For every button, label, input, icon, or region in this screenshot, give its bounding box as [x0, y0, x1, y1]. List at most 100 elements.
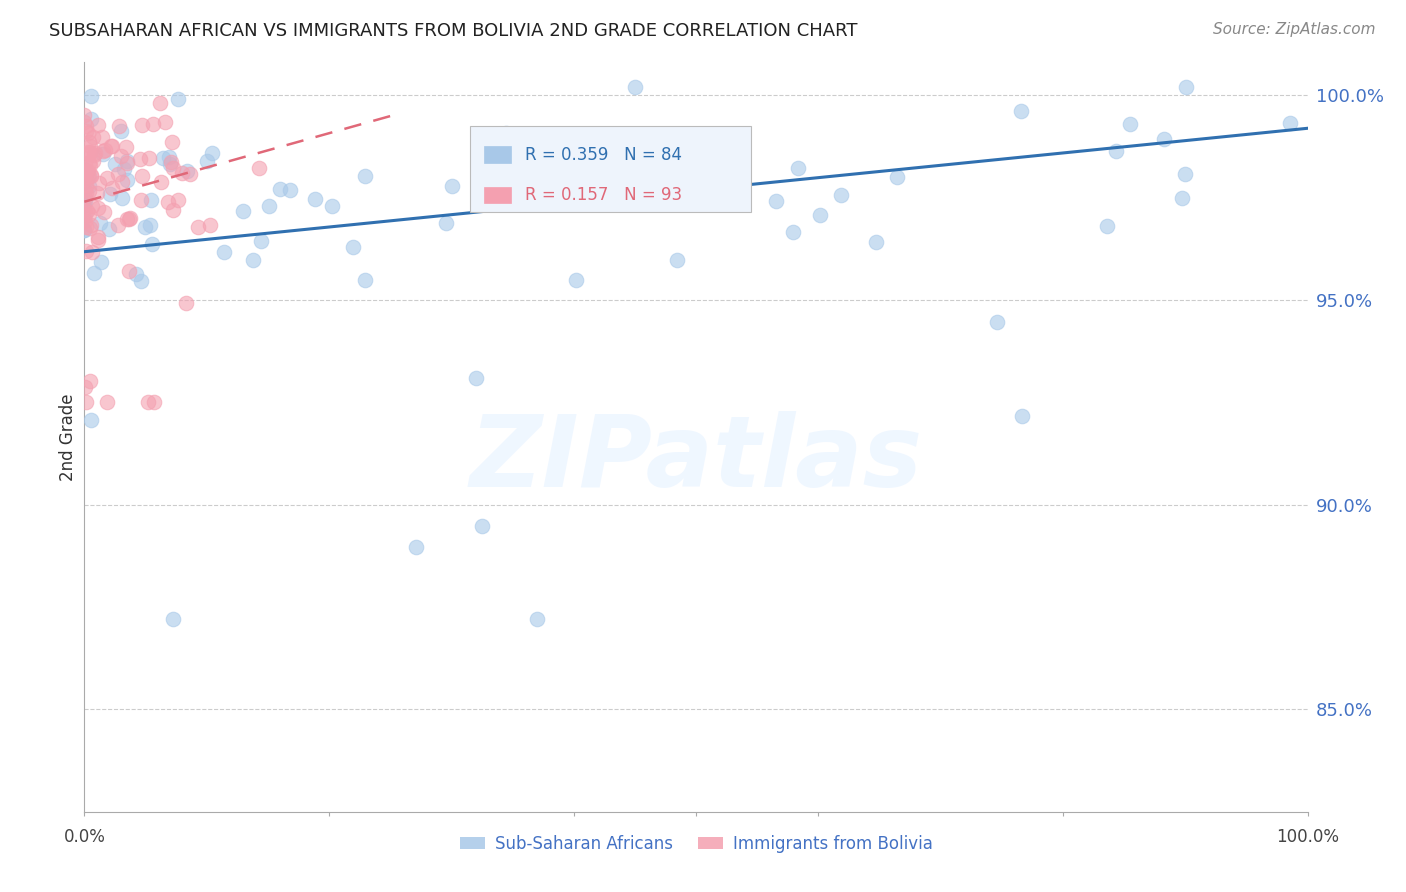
Point	[141, 236, 163, 251]
Point	[100, 181, 122, 195]
Point	[167, 194, 190, 208]
Point	[136, 395, 159, 409]
Point	[172, 166, 194, 180]
Point	[214, 244, 236, 259]
Point	[73, 202, 96, 216]
Point	[1171, 191, 1194, 205]
Point	[73, 170, 96, 185]
Point	[1118, 117, 1140, 131]
Point	[75, 124, 97, 138]
Point	[195, 153, 218, 168]
Point	[87, 176, 110, 190]
Point	[118, 211, 141, 226]
Point	[242, 252, 264, 267]
Point	[112, 162, 135, 177]
Point	[79, 168, 101, 182]
Point	[73, 163, 96, 178]
Point	[1279, 115, 1302, 129]
Point	[111, 191, 134, 205]
Text: 100.0%: 100.0%	[1277, 828, 1339, 847]
FancyBboxPatch shape	[484, 146, 512, 163]
Point	[79, 207, 101, 221]
Point	[162, 202, 184, 217]
Point	[73, 211, 96, 225]
Point	[75, 163, 97, 178]
Text: R = 0.157   N = 93: R = 0.157 N = 93	[524, 186, 682, 204]
Point	[73, 197, 96, 211]
Text: ZIPatlas: ZIPatlas	[470, 411, 922, 508]
Point	[152, 151, 174, 165]
Point	[96, 395, 118, 409]
Point	[143, 395, 166, 409]
Point	[77, 147, 100, 161]
Point	[75, 176, 97, 190]
Point	[90, 255, 112, 269]
Point	[808, 208, 831, 222]
Point	[80, 169, 103, 183]
Point	[100, 139, 122, 153]
Text: SUBSAHARAN AFRICAN VS IMMIGRANTS FROM BOLIVIA 2ND GRADE CORRELATION CHART: SUBSAHARAN AFRICAN VS IMMIGRANTS FROM BO…	[49, 22, 858, 40]
Point	[98, 187, 121, 202]
Point	[79, 221, 101, 235]
Point	[162, 612, 184, 626]
Y-axis label: 2nd Grade: 2nd Grade	[59, 393, 77, 481]
Point	[77, 145, 100, 159]
Point	[354, 169, 377, 183]
Point	[73, 191, 96, 205]
Point	[1011, 409, 1033, 423]
Point	[77, 179, 100, 194]
Point	[80, 244, 103, 259]
Point	[75, 395, 97, 409]
Point	[73, 222, 96, 236]
Point	[1105, 144, 1128, 158]
Point	[76, 127, 98, 141]
Point	[1153, 132, 1175, 146]
Point	[129, 194, 152, 208]
Point	[76, 204, 98, 219]
Text: Source: ZipAtlas.com: Source: ZipAtlas.com	[1212, 22, 1375, 37]
Point	[1175, 80, 1198, 95]
Point	[75, 194, 97, 208]
Point	[434, 216, 457, 230]
Point	[117, 156, 139, 170]
Point	[115, 212, 138, 227]
Point	[159, 157, 181, 171]
Point	[1095, 219, 1118, 233]
Point	[115, 172, 138, 186]
Point	[142, 117, 165, 131]
Point	[86, 118, 108, 132]
Point	[75, 178, 97, 193]
Point	[76, 164, 98, 178]
Point	[83, 266, 105, 280]
Point	[77, 135, 100, 149]
Point	[139, 193, 162, 207]
Point	[76, 169, 98, 184]
Point	[75, 191, 97, 205]
Point	[82, 198, 104, 212]
Point	[153, 115, 176, 129]
Point	[96, 170, 118, 185]
Point	[115, 153, 138, 168]
Point	[79, 374, 101, 388]
Point	[75, 214, 97, 228]
Point	[94, 143, 117, 157]
Point	[73, 115, 96, 129]
Point	[80, 112, 103, 127]
Point	[440, 179, 463, 194]
Point	[516, 169, 538, 183]
Point	[405, 540, 427, 554]
Point	[87, 233, 110, 247]
Point	[73, 161, 96, 176]
Point	[830, 187, 852, 202]
Point	[79, 145, 101, 160]
Point	[73, 169, 96, 184]
Point	[160, 136, 183, 150]
Point	[73, 172, 96, 186]
Point	[79, 156, 101, 170]
Point	[138, 151, 160, 165]
FancyBboxPatch shape	[484, 186, 512, 203]
Point	[134, 220, 156, 235]
Point	[495, 126, 517, 140]
Point	[250, 234, 273, 248]
Point	[157, 150, 180, 164]
